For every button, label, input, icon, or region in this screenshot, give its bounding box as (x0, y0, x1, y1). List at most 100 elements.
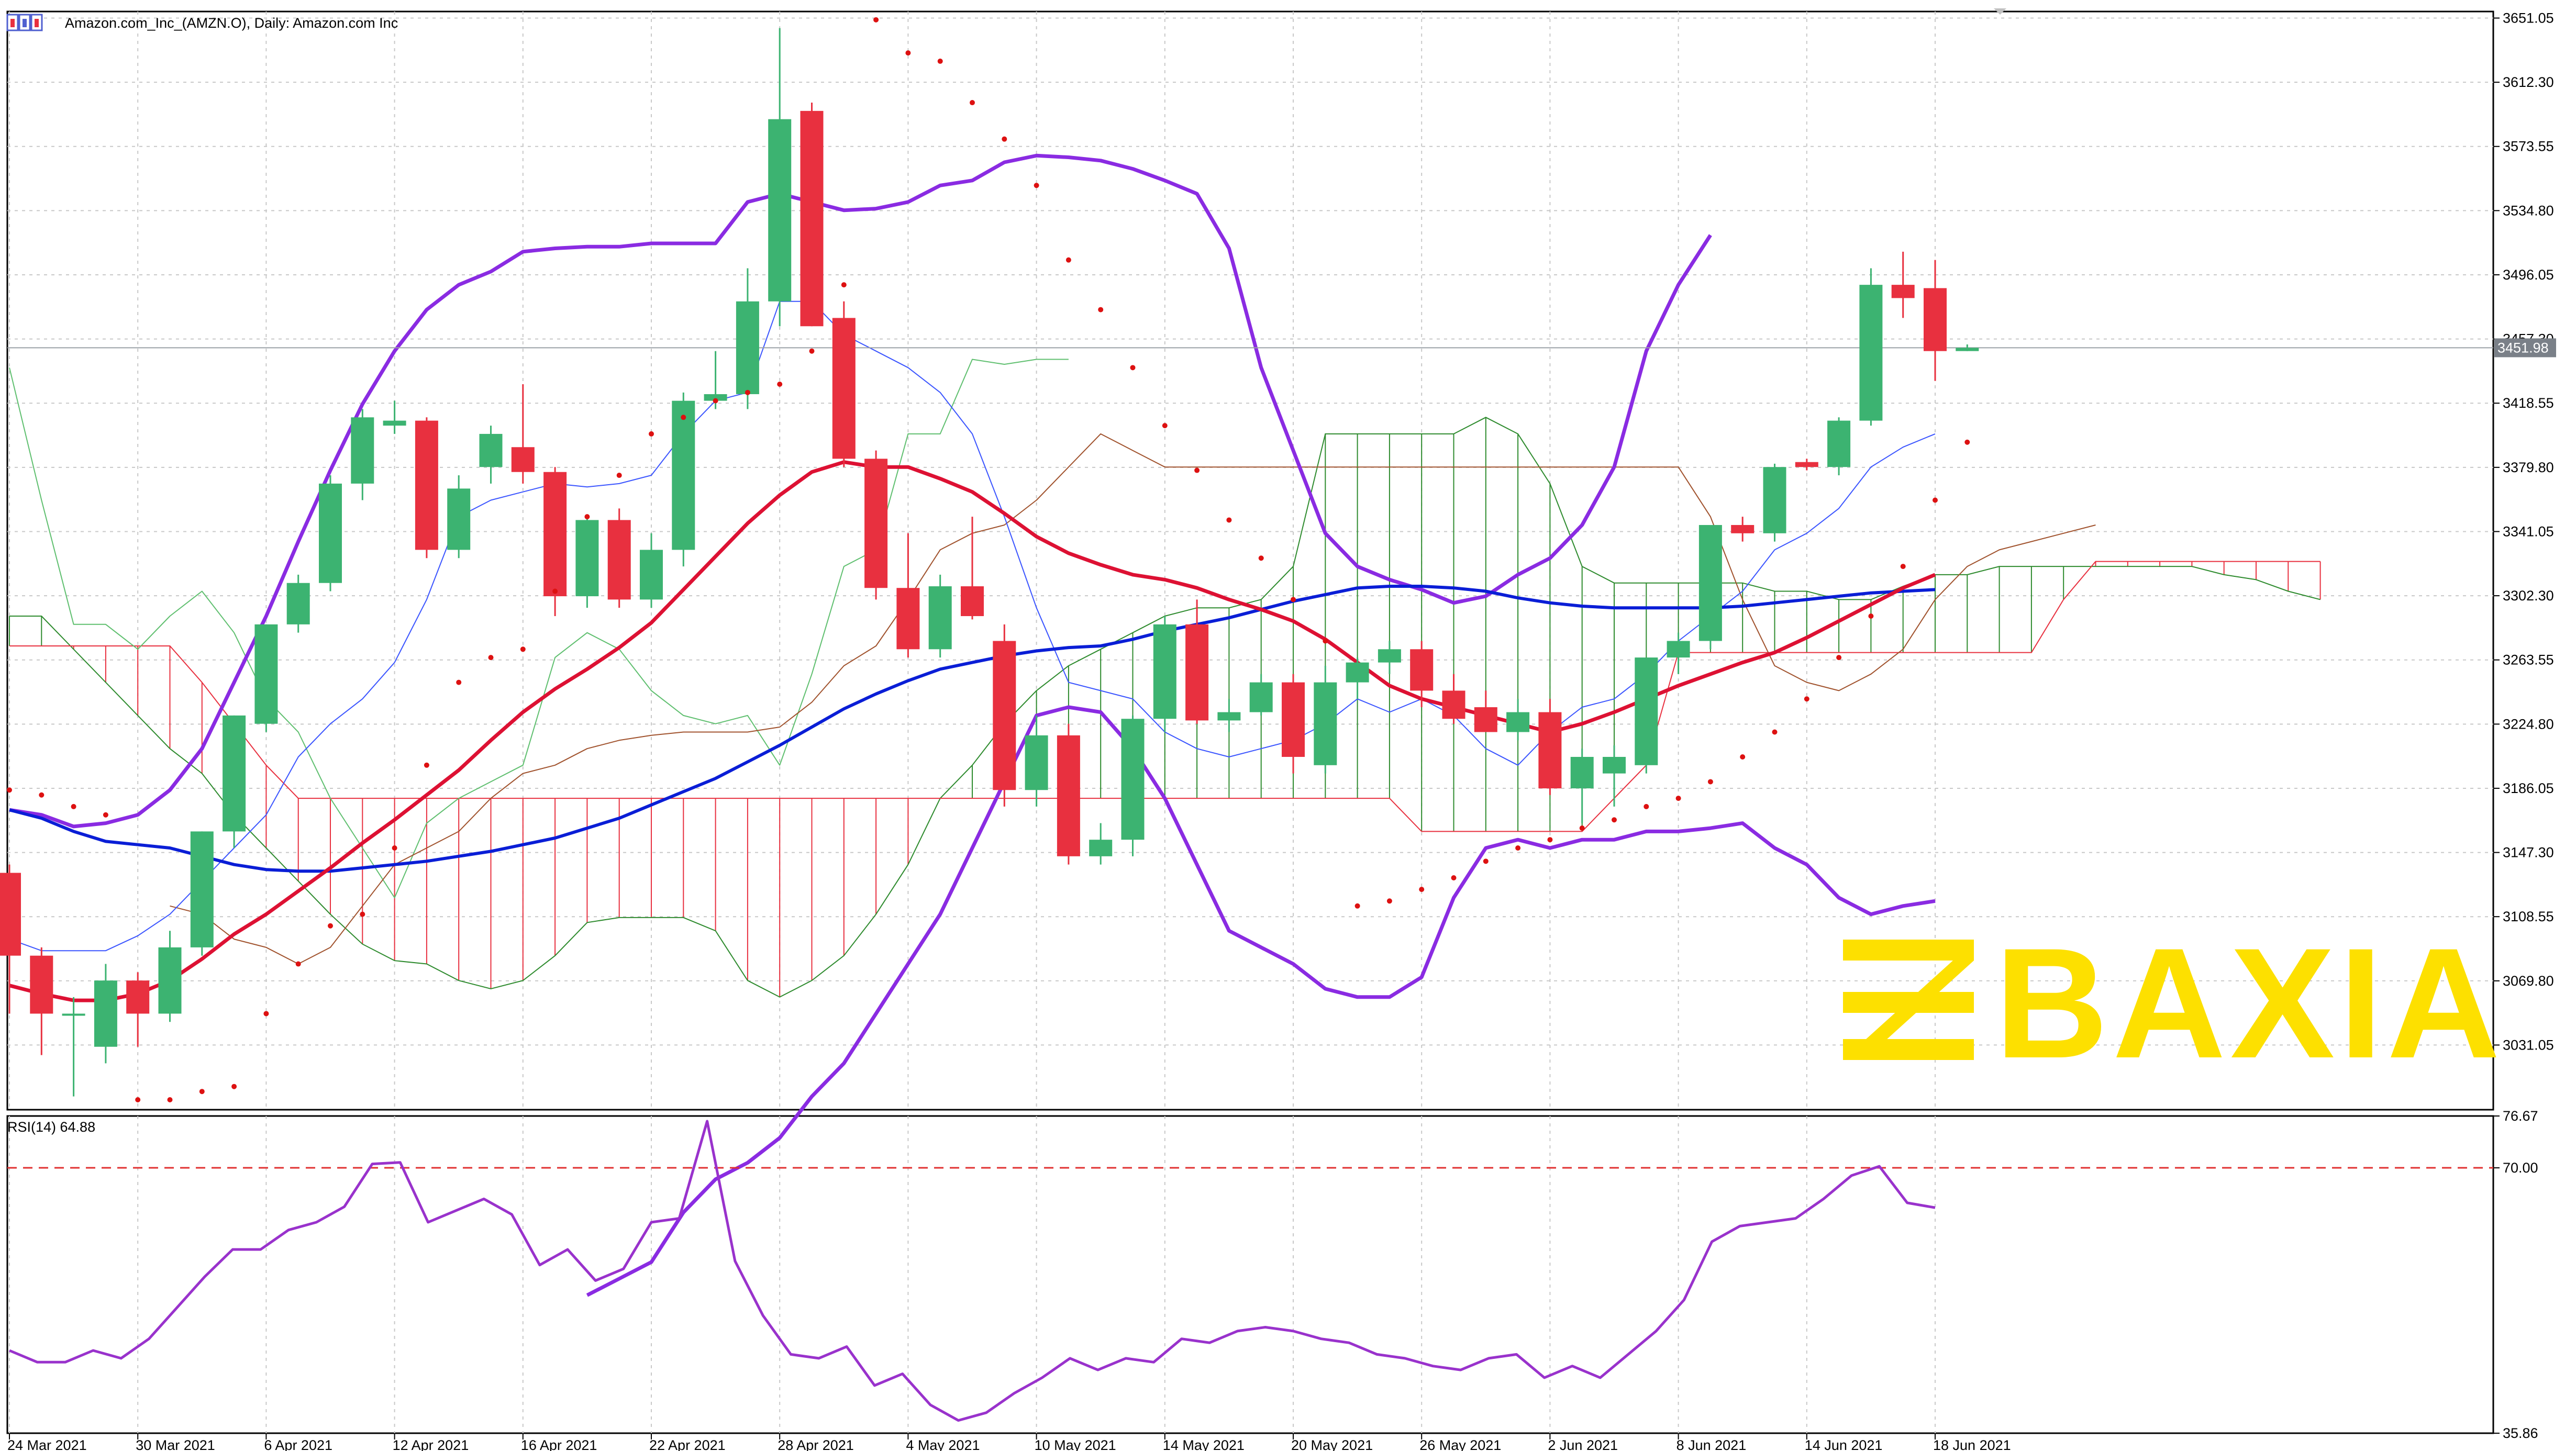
candle-body (832, 318, 856, 459)
candle-body (254, 624, 278, 724)
moving-average-fast (9, 460, 1936, 1002)
price-tick-label: 3069.80 (2503, 973, 2554, 989)
time-axis[interactable]: 24 Mar 2021 30 Mar 2021 6 Apr 2021 12 Apr 2… (7, 1433, 2011, 1451)
sar-dot (1323, 638, 1328, 644)
candle-body (286, 583, 310, 624)
candle-body (1538, 712, 1562, 789)
sar-dot (649, 431, 654, 437)
sar-dot (488, 655, 494, 661)
price-axis[interactable]: 3651.053612.303573.553534.803496.053457.… (2493, 10, 2556, 1053)
time-tick-label: 2 Jun 2021 (1548, 1437, 1618, 1451)
sar-dot (937, 58, 943, 64)
rsi-axis[interactable]: 76.67 70.00 35.86 (2493, 1108, 2538, 1441)
candle-body (447, 488, 471, 550)
candle-body (1378, 649, 1401, 663)
time-tick-label: 12 Apr 2021 (393, 1437, 469, 1451)
price-frame (6, 10, 2494, 1111)
sar-dot (1868, 613, 1874, 619)
time-tick-label: 18 Jun 2021 (1933, 1437, 2011, 1451)
candle-body (1924, 288, 1947, 351)
sar-dot (552, 588, 558, 594)
time-tick-label: 26 May 2021 (1419, 1437, 1501, 1451)
indicator-lines (7, 153, 2493, 1297)
rsi-header: RSI(14) 64.88 (7, 1119, 95, 1135)
sar-dot (1675, 796, 1681, 801)
price-tick-label: 3263.55 (2503, 652, 2554, 668)
sar-dot (392, 845, 397, 851)
time-tick-label: 28 Apr 2021 (778, 1437, 854, 1451)
bollinger-upper (9, 153, 1712, 829)
sar-dot (263, 1011, 269, 1017)
candle-body (993, 641, 1016, 790)
sar-dot (7, 787, 12, 793)
sar-dot (584, 514, 590, 520)
sar-dot (424, 762, 429, 768)
candle-body (928, 586, 952, 650)
candle-body (736, 301, 759, 394)
sar-dot (1419, 887, 1425, 892)
time-tick-label: 8 Jun 2021 (1676, 1437, 1747, 1451)
candle-body (1057, 735, 1080, 856)
shift-marker-icon[interactable] (1994, 8, 2006, 15)
sar-dot (1226, 517, 1232, 523)
sar-dot (39, 792, 45, 798)
candle-body (94, 980, 117, 1047)
sar-dot (1836, 655, 1842, 661)
candle-body (511, 447, 535, 472)
sar-dot (167, 1097, 173, 1103)
candle-body (351, 417, 374, 484)
sar-dot (135, 1097, 141, 1103)
candle-body (896, 588, 920, 650)
baxia-watermark: BAXIA (1843, 915, 2500, 1091)
candle-body (1827, 420, 1851, 467)
candle-body (704, 394, 727, 401)
candle-body (1859, 285, 1883, 421)
candle-body (158, 947, 182, 1014)
candle-body (1667, 641, 1690, 658)
sar-dot (713, 398, 718, 404)
sar-dot (616, 473, 622, 478)
symbol-menu-icon[interactable] (6, 14, 43, 31)
candle-body (1410, 649, 1434, 691)
rsi-title: RSI(14) 64.88 (7, 1119, 95, 1135)
sar-dot (1451, 875, 1457, 880)
sar-dot (905, 50, 911, 56)
sar-dot (231, 1084, 237, 1089)
candle-body (1603, 756, 1626, 774)
price-tick-label: 3224.80 (2503, 716, 2554, 732)
price-tick-label: 3534.80 (2503, 203, 2554, 218)
sar-dot (456, 679, 462, 685)
price-tick-label: 3186.05 (2503, 780, 2554, 796)
time-tick-label: 30 Mar 2021 (136, 1437, 215, 1451)
sar-dot (1002, 136, 1007, 142)
kijun-sen (170, 433, 2096, 965)
candle-body (1089, 840, 1113, 856)
price-tick-label: 3302.30 (2503, 588, 2554, 604)
candle-body (1121, 719, 1145, 840)
candle-body (864, 459, 888, 588)
price-tick-label: 3108.55 (2503, 909, 2554, 924)
candle-body (1217, 712, 1241, 721)
rsi-grid (6, 1115, 2494, 1434)
sar-dot (328, 923, 333, 929)
sar-dot (873, 17, 879, 23)
price-tick-label: 3031.05 (2503, 1037, 2554, 1053)
sar-dot (1515, 845, 1521, 851)
candle-body (1282, 682, 1305, 757)
sar-dot (1707, 779, 1713, 785)
candle-body (800, 110, 824, 327)
time-tick-label: 4 May 2021 (906, 1437, 980, 1451)
candle-body (672, 400, 695, 550)
candle-body (62, 1013, 85, 1016)
sar-dot (360, 911, 365, 917)
sar-dot (1291, 597, 1296, 602)
candle-body (1474, 707, 1497, 732)
price-tick-label: 3147.30 (2503, 845, 2554, 861)
candle-body (30, 955, 53, 1014)
price-tick-label: 3379.80 (2503, 460, 2554, 475)
time-tick-label: 14 Jun 2021 (1805, 1437, 1883, 1451)
parabolic-sar (7, 17, 1970, 1103)
tenkan-sen (9, 300, 1936, 952)
sar-dot (71, 803, 76, 809)
sar-dot (745, 389, 750, 395)
